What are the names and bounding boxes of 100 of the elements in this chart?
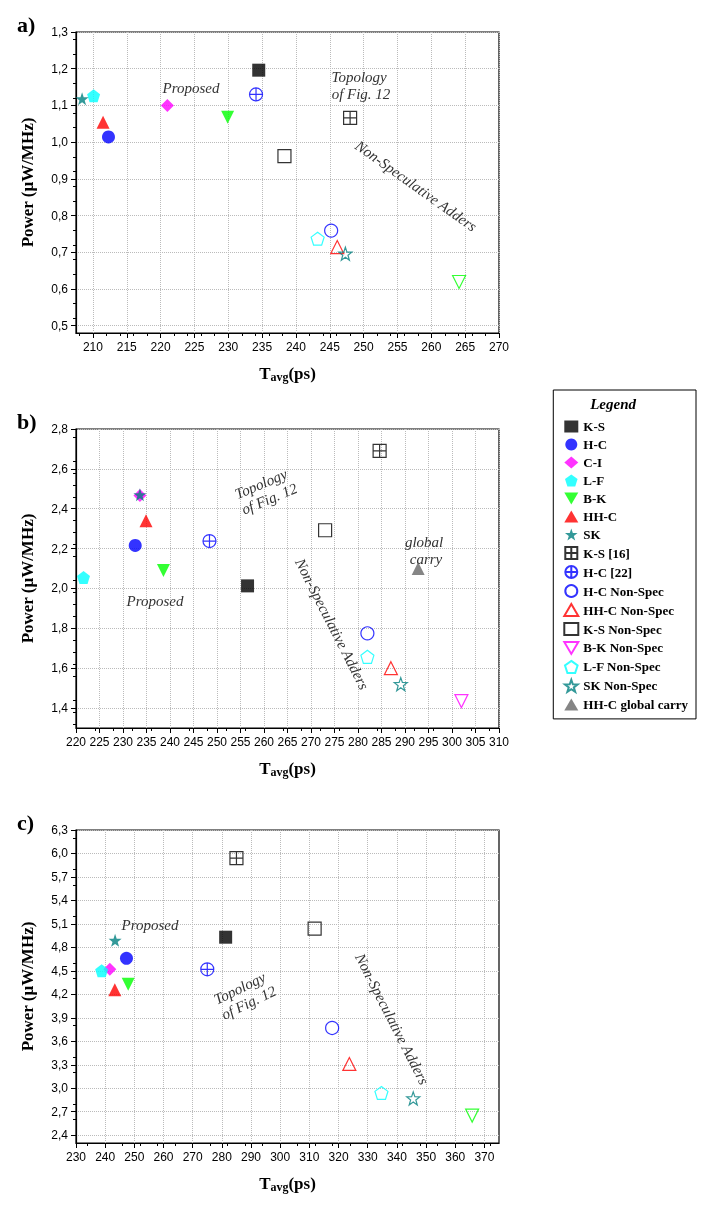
annotation: Proposed xyxy=(161,80,220,96)
y-tick-label: 6,3 xyxy=(51,823,69,837)
chart-title: b) xyxy=(17,408,37,434)
x-tick-label: 235 xyxy=(252,340,273,354)
x-tick-label: 250 xyxy=(124,1150,145,1164)
x-tick-label: 350 xyxy=(416,1150,437,1164)
legend-label: L-F xyxy=(583,473,605,488)
x-tick-label: 330 xyxy=(357,1150,379,1164)
y-axis-title: Power (μW/MHz) xyxy=(18,513,37,644)
y-tick-label: 1,0 xyxy=(51,135,69,150)
x-tick-label: 245 xyxy=(319,340,341,354)
x-tick-label: 300 xyxy=(270,1150,291,1164)
legend-label: H-C [22] xyxy=(583,564,633,580)
y-tick-label: 5,4 xyxy=(51,893,69,908)
x-tick-label: 235 xyxy=(136,735,157,749)
x-tick-label: 225 xyxy=(89,735,110,749)
legend-label: SK Non-Spec xyxy=(583,678,658,694)
y-tick-label: 5,7 xyxy=(51,869,69,884)
y-tick-label: 1,8 xyxy=(51,621,69,636)
x-tick-label: 270 xyxy=(300,735,322,749)
y-tick-label: 2,6 xyxy=(51,461,69,476)
y-tick-label: 1,2 xyxy=(51,61,69,76)
legend-label: K-S xyxy=(583,419,605,434)
x-tick-label: 290 xyxy=(241,1150,262,1164)
legend-label: B-K Non-Spec xyxy=(583,640,664,656)
x-tick-label: 245 xyxy=(183,735,204,749)
y-tick-label: 3,6 xyxy=(51,1034,69,1049)
x-tick-label: 305 xyxy=(465,735,486,749)
legend-label: HH-C xyxy=(583,509,618,524)
x-tick-label: 270 xyxy=(182,1150,204,1164)
legend-label: HH-C Non-Spec xyxy=(583,602,675,618)
x-tick-label: 240 xyxy=(95,1150,116,1164)
x-tick-label: 255 xyxy=(230,735,251,749)
x-tick-label: 285 xyxy=(371,735,392,749)
y-tick-label: 4,5 xyxy=(51,963,69,978)
legend-label: C-I xyxy=(583,455,603,470)
x-tick-label: 265 xyxy=(277,735,298,749)
x-tick-label: 215 xyxy=(116,340,138,354)
annotation: Proposed xyxy=(120,917,179,933)
y-tick-label: 2,4 xyxy=(51,1128,69,1143)
annotation: Topology of Fig. 12 xyxy=(331,68,391,102)
y-tick-label: 6,0 xyxy=(51,846,69,861)
y-tick-label: 0,9 xyxy=(51,171,69,186)
x-tick-label: 270 xyxy=(488,340,510,354)
y-axis-title: Power (μW/MHz) xyxy=(18,921,37,1052)
legend-title: Legend xyxy=(589,395,637,412)
x-tick-label: 260 xyxy=(253,735,275,749)
x-tick-label: 265 xyxy=(455,340,476,354)
y-tick-label: 1,4 xyxy=(51,701,69,716)
x-tick-label: 250 xyxy=(353,340,374,354)
x-tick-label: 300 xyxy=(441,735,463,749)
x-tick-label: 220 xyxy=(65,735,87,749)
x-tick-label: 310 xyxy=(488,735,510,749)
annotation: global carry xyxy=(404,533,448,567)
y-tick-label: 3,3 xyxy=(51,1057,69,1072)
y-tick-label: 0,6 xyxy=(51,281,69,296)
legend-label: K-S Non-Spec xyxy=(583,621,662,637)
y-tick-label: 5,1 xyxy=(51,916,69,931)
y-axis-title: Power (μW/MHz) xyxy=(18,117,37,248)
y-tick-label: 2,4 xyxy=(51,501,69,516)
legend-label: L-F Non-Spec xyxy=(583,659,661,675)
y-tick-label: 4,8 xyxy=(51,940,69,955)
y-tick-label: 1,6 xyxy=(51,661,69,676)
x-tick-label: 260 xyxy=(421,340,442,354)
y-tick-label: 0,5 xyxy=(51,318,69,333)
x-tick-label: 210 xyxy=(82,340,104,354)
y-tick-label: 2,8 xyxy=(51,422,69,436)
x-tick-label: 260 xyxy=(153,1150,174,1164)
x-tick-label: 250 xyxy=(206,735,228,749)
y-tick-label: 0,8 xyxy=(51,208,69,223)
legend-label: K-S [16] xyxy=(583,545,630,561)
x-tick-label: 340 xyxy=(386,1150,408,1164)
x-tick-label: 230 xyxy=(112,735,134,749)
legend-label: H-C xyxy=(583,437,608,452)
y-tick-label: 1,1 xyxy=(51,98,69,113)
x-tick-label: 225 xyxy=(184,340,205,354)
x-tick-label: 320 xyxy=(328,1150,349,1164)
x-tick-label: 310 xyxy=(299,1150,320,1164)
x-tick-label: 275 xyxy=(324,735,345,749)
y-tick-label: 2,0 xyxy=(51,581,69,596)
x-tick-label: 295 xyxy=(418,735,439,749)
y-tick-label: 0,7 xyxy=(51,245,69,260)
x-tick-label: 240 xyxy=(285,340,307,354)
x-tick-label: 230 xyxy=(218,340,239,354)
x-tick-label: 360 xyxy=(445,1150,466,1164)
x-tick-label: 240 xyxy=(159,735,181,749)
x-tick-label: 370 xyxy=(474,1150,495,1164)
y-tick-label: 2,7 xyxy=(51,1104,69,1119)
legend-label: B-K xyxy=(583,491,608,506)
chart-title: c) xyxy=(17,809,35,835)
legend-label: H-C Non-Spec xyxy=(583,583,665,599)
x-tick-label: 280 xyxy=(211,1150,233,1164)
x-tick-label: 280 xyxy=(347,735,369,749)
x-tick-label: 220 xyxy=(150,340,171,354)
y-tick-label: 3,9 xyxy=(51,1010,69,1025)
y-tick-label: 2,2 xyxy=(51,541,69,556)
y-tick-label: 4,2 xyxy=(51,987,69,1002)
x-tick-label: 230 xyxy=(65,1150,87,1164)
x-tick-label: 255 xyxy=(387,340,408,354)
y-tick-label: 3,0 xyxy=(51,1081,69,1096)
